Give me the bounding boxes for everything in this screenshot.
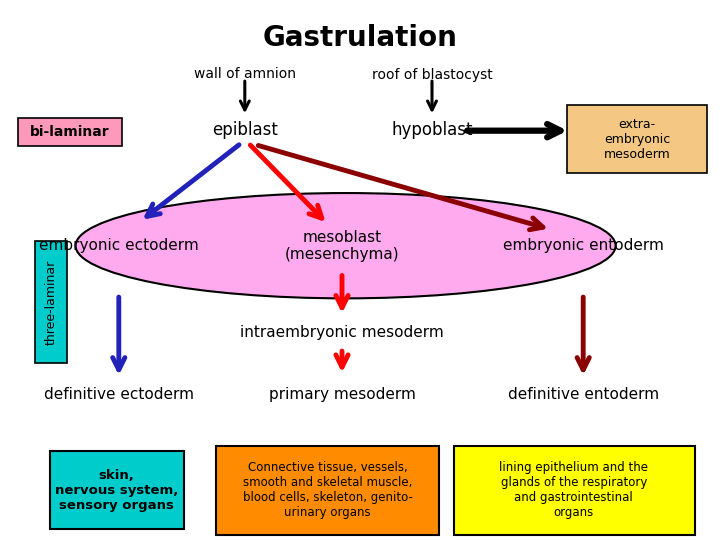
Text: roof of blastocyst: roof of blastocyst bbox=[372, 68, 492, 82]
Text: wall of amnion: wall of amnion bbox=[194, 68, 296, 82]
Text: mesoblast
(mesenchyma): mesoblast (mesenchyma) bbox=[284, 230, 400, 262]
FancyBboxPatch shape bbox=[454, 446, 695, 535]
Text: bi-laminar: bi-laminar bbox=[30, 125, 109, 139]
Ellipse shape bbox=[76, 193, 616, 298]
Text: primary mesoderm: primary mesoderm bbox=[269, 387, 415, 402]
FancyBboxPatch shape bbox=[50, 451, 184, 529]
Text: Gastrulation: Gastrulation bbox=[263, 24, 457, 52]
Text: skin,
nervous system,
sensory organs: skin, nervous system, sensory organs bbox=[55, 469, 179, 512]
Text: hypoblast: hypoblast bbox=[391, 120, 473, 139]
Text: lining epithelium and the
glands of the respiratory
and gastrointestinal
organs: lining epithelium and the glands of the … bbox=[500, 461, 648, 519]
FancyBboxPatch shape bbox=[18, 118, 122, 146]
Text: intraembryonic mesoderm: intraembryonic mesoderm bbox=[240, 325, 444, 340]
Text: epiblast: epiblast bbox=[212, 120, 278, 139]
Text: definitive entoderm: definitive entoderm bbox=[508, 387, 659, 402]
Text: Connective tissue, vessels,
smooth and skeletal muscle,
blood cells, skeleton, g: Connective tissue, vessels, smooth and s… bbox=[243, 461, 413, 519]
FancyBboxPatch shape bbox=[567, 105, 707, 173]
Text: definitive ectoderm: definitive ectoderm bbox=[44, 387, 194, 402]
Text: embryonic ectoderm: embryonic ectoderm bbox=[39, 238, 199, 253]
FancyBboxPatch shape bbox=[35, 241, 67, 363]
Text: extra-
embryonic
mesoderm: extra- embryonic mesoderm bbox=[604, 118, 670, 161]
Text: three-laminar: three-laminar bbox=[45, 260, 58, 345]
Text: embryonic entoderm: embryonic entoderm bbox=[503, 238, 664, 253]
FancyBboxPatch shape bbox=[216, 446, 439, 535]
